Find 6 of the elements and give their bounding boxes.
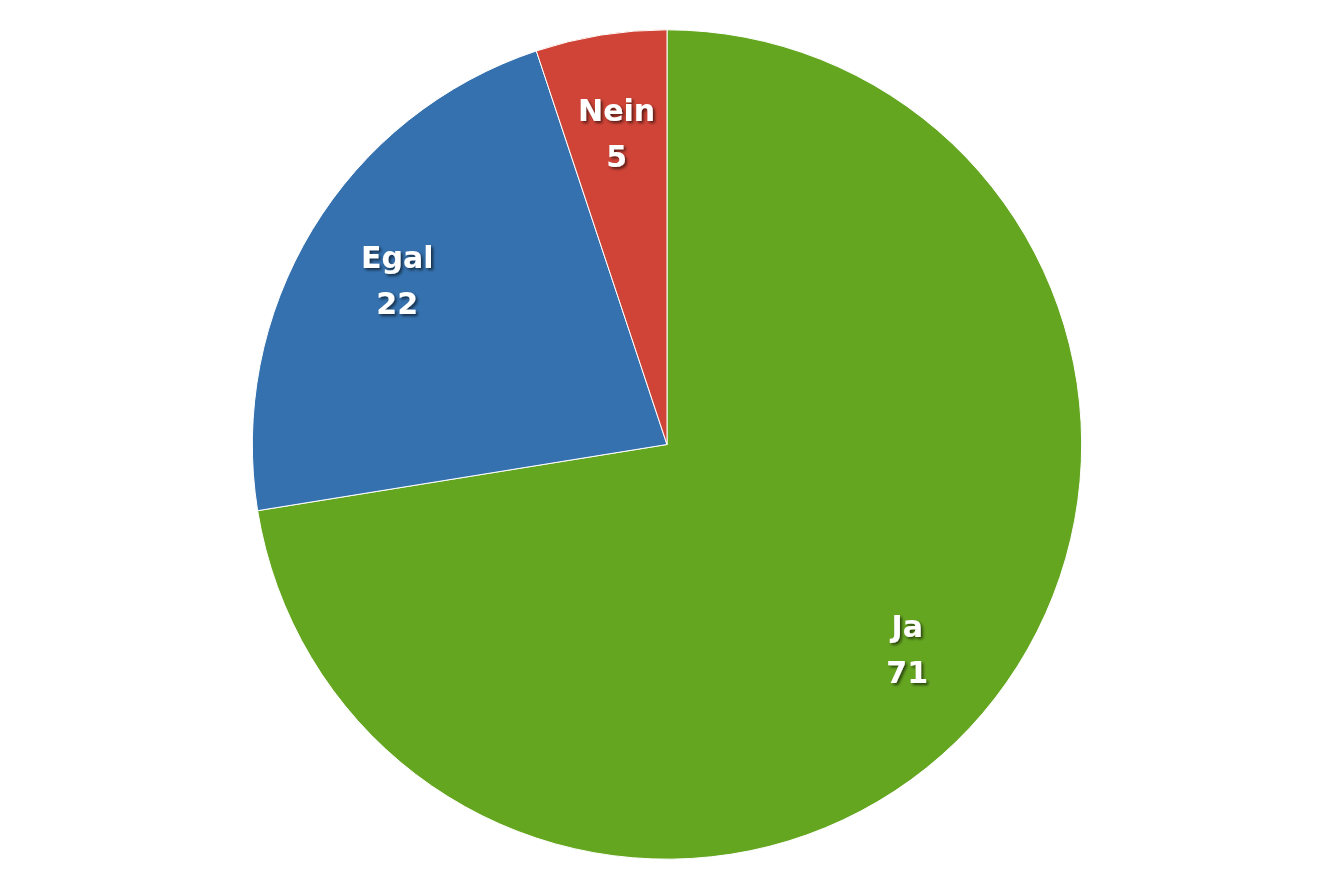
slice-label: Ja <box>889 608 923 644</box>
data-label: 71 <box>886 654 929 690</box>
data-label: 22 <box>376 286 419 322</box>
slice-label: Nein <box>578 92 656 128</box>
slice-label: Egal <box>360 240 434 276</box>
data-label: 5 <box>606 138 628 174</box>
